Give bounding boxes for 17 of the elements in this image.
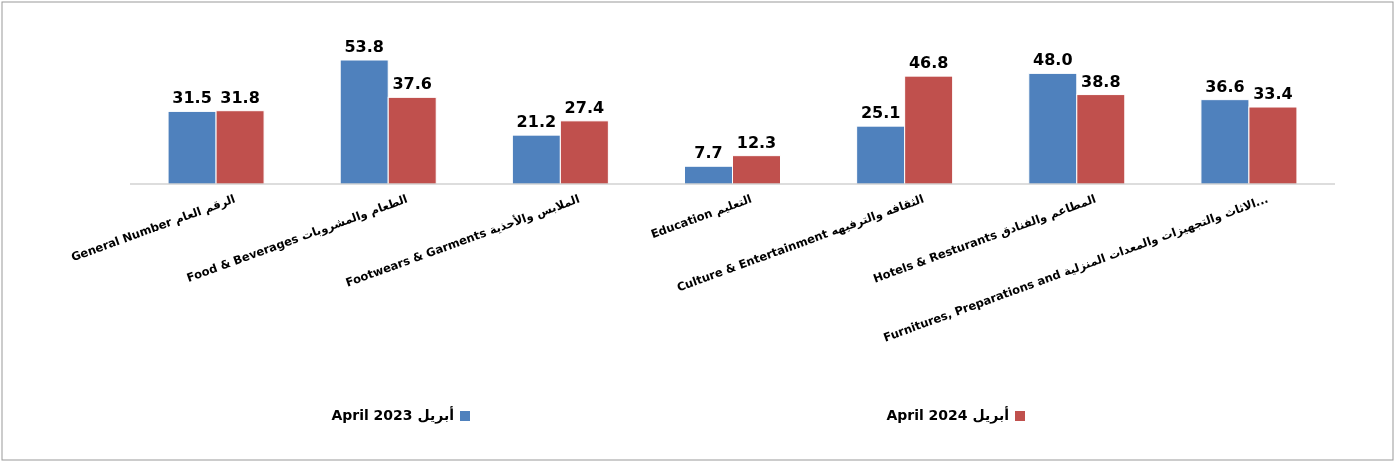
data-label: 27.4 <box>564 97 605 117</box>
data-label: 53.8 <box>344 37 384 56</box>
data-label: 33.4 <box>1253 84 1293 104</box>
data-label: 48.0 <box>1033 50 1073 70</box>
data-label: 7.7 <box>694 143 723 163</box>
data-label: 25.1 <box>860 103 901 123</box>
data-label: 36.6 <box>1205 76 1245 96</box>
data-label: 12.3 <box>736 132 777 152</box>
data-label: 46.8 <box>908 53 949 73</box>
x-tick-label: Education التعليم <box>648 191 754 242</box>
data-label: 31.8 <box>220 87 260 107</box>
data-label: 31.5 <box>172 88 212 108</box>
legend-label: April 2023 أبريل <box>331 406 454 424</box>
data-label: 21.2 <box>516 112 557 132</box>
legend-label: April 2024 أبريل <box>886 406 1009 424</box>
data-label: 38.8 <box>1081 71 1121 91</box>
data-label: 37.6 <box>392 74 432 94</box>
